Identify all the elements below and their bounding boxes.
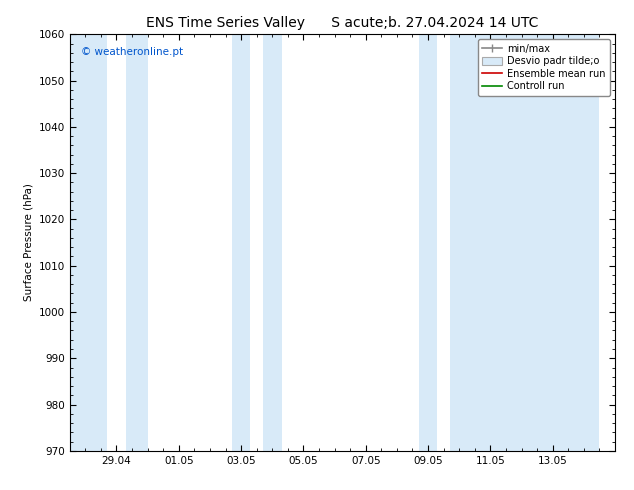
Bar xyxy=(418,34,437,451)
Text: © weatheronline.pt: © weatheronline.pt xyxy=(81,47,183,57)
Bar xyxy=(232,34,250,451)
Y-axis label: Surface Pressure (hPa): Surface Pressure (hPa) xyxy=(23,184,33,301)
Bar xyxy=(263,34,281,451)
Title: ENS Time Series Valley      S acute;b. 27.04.2024 14 UTC: ENS Time Series Valley S acute;b. 27.04.… xyxy=(146,16,538,30)
Bar xyxy=(126,34,148,451)
Bar xyxy=(450,34,599,451)
Legend: min/max, Desvio padr tilde;o, Ensemble mean run, Controll run: min/max, Desvio padr tilde;o, Ensemble m… xyxy=(477,39,610,96)
Bar xyxy=(70,34,107,451)
